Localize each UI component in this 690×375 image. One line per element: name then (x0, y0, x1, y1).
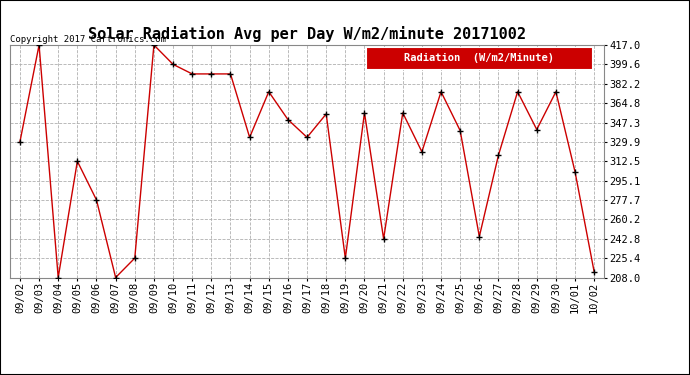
Text: Copyright 2017 Cartronics.com: Copyright 2017 Cartronics.com (10, 35, 166, 44)
Title: Solar Radiation Avg per Day W/m2/minute 20171002: Solar Radiation Avg per Day W/m2/minute … (88, 27, 526, 42)
